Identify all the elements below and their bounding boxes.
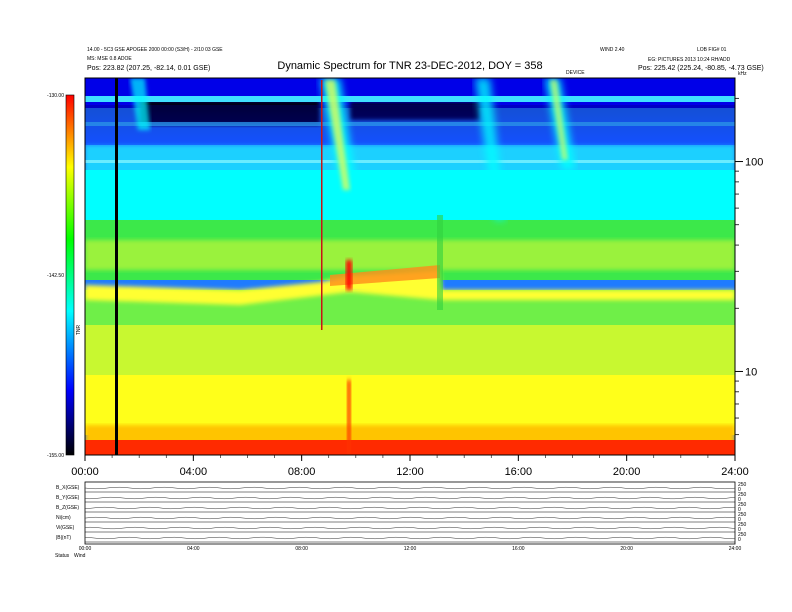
cyan-line-top bbox=[85, 96, 735, 102]
parameter-time-tick: 20:00 bbox=[620, 546, 633, 552]
step-edge bbox=[437, 215, 443, 310]
red-spike-low bbox=[347, 380, 351, 455]
parameter-row-label: B_X(GSE) bbox=[56, 485, 80, 491]
header-left-line-3: Pos: 223.82 (207.25, -82.14, 0.01 GSE) bbox=[87, 65, 210, 72]
cyan-line-lower bbox=[85, 160, 735, 163]
colorbar bbox=[65, 94, 75, 456]
parameter-row-label: |B|(nT) bbox=[56, 535, 71, 541]
parameter-right-tick: 250 bbox=[738, 502, 747, 508]
x-time-axis: 00:00 04:00 08:00 12:00 16:00 20:00 24:00 bbox=[71, 455, 749, 478]
parameter-time-tick: 24:00 bbox=[729, 546, 742, 552]
x-axis-tick-label: 12:00 bbox=[396, 466, 424, 478]
cyan-core-band bbox=[85, 170, 735, 220]
header-left-line-1: 14.00 - 5C3 GSE APOGEE 2000 00:00 (S3/H)… bbox=[87, 47, 223, 53]
parameter-trace bbox=[84, 486, 736, 490]
parameter-row-label: Ni(cm) bbox=[56, 515, 71, 521]
orange-ridge bbox=[330, 265, 440, 286]
parameter-right-tick: 250 bbox=[738, 482, 747, 488]
parameter-right-tick: 250 bbox=[738, 492, 747, 498]
parameter-right-tick: 250 bbox=[738, 522, 747, 528]
parameter-trace bbox=[84, 536, 736, 540]
parameter-time-tick: 00:00 bbox=[79, 546, 92, 552]
parameter-trace bbox=[84, 506, 736, 510]
parameter-panel: B_X(GSE) B_Y(GSE) B_Z(GSE) Ni(cm) Vi(GSE) |B|… bbox=[56, 481, 747, 552]
parameter-time-tick: 04:00 bbox=[187, 546, 200, 552]
x-axis-tick-label: 24:00 bbox=[721, 466, 749, 478]
data-gap-line bbox=[115, 78, 118, 455]
parameter-row-label: Vi(GSE) bbox=[56, 525, 75, 531]
burst-streak-2 bbox=[475, 78, 505, 220]
right-frequency-axis: 100 10 bbox=[735, 97, 763, 436]
footer-wind-label: Wind bbox=[74, 553, 86, 559]
parameter-time-tick: 16:00 bbox=[512, 546, 525, 552]
spectrogram-plot bbox=[84, 77, 736, 456]
red-base-band bbox=[85, 440, 735, 455]
parameter-row-label: B_Z(GSE) bbox=[56, 505, 79, 511]
x-axis-tick-label: 04:00 bbox=[180, 466, 208, 478]
right-axis-tick-label: 100 bbox=[745, 157, 763, 169]
parameter-trace bbox=[84, 496, 736, 500]
burst-streak-3-core bbox=[550, 80, 568, 160]
parameter-right-tick: 0 bbox=[738, 517, 741, 523]
footer-status-label: Status bbox=[55, 553, 70, 559]
x-axis-tick-label: 00:00 bbox=[71, 466, 99, 478]
parameter-right-tick: 0 bbox=[738, 497, 741, 503]
parameter-right-tick: 0 bbox=[738, 537, 741, 543]
parameter-time-tick: 08:00 bbox=[295, 546, 308, 552]
colorbar-tick-top: -130.00 bbox=[47, 93, 64, 99]
header-right-line-2: LOB FIG# 01 bbox=[697, 47, 727, 53]
x-axis-tick-label: 08:00 bbox=[288, 466, 316, 478]
parameter-right-tick: 0 bbox=[738, 507, 741, 513]
chart-title: Dynamic Spectrum for TNR 23-DEC-2012, DO… bbox=[277, 60, 542, 72]
parameter-right-tick: 0 bbox=[738, 487, 741, 493]
red-spike bbox=[346, 260, 352, 290]
burst-streak-1-core bbox=[325, 80, 350, 190]
colorbar-tick-bottom: -155.00 bbox=[47, 453, 64, 459]
parameter-right-tick: 250 bbox=[738, 512, 747, 518]
header-right-line-3: EG: PICTURES 2013 10:24 RH/ADD bbox=[648, 57, 731, 63]
khz-label: kHz bbox=[738, 71, 747, 77]
colorbar-tick-middle: -142.50 bbox=[47, 273, 64, 279]
parameter-time-tick: 12:00 bbox=[404, 546, 417, 552]
red-vertical-line bbox=[321, 80, 323, 330]
parameter-row-label: B_Y(GSE) bbox=[56, 495, 80, 501]
header-left-line-2: MS: MSE 0.8 ADOE bbox=[87, 56, 132, 62]
x-axis-tick-label: 16:00 bbox=[505, 466, 533, 478]
yellow-green-band bbox=[85, 240, 735, 270]
parameter-right-tick: 250 bbox=[738, 532, 747, 538]
parameter-trace bbox=[84, 526, 736, 530]
header-right-line-4: Pos: 225.42 (225.24, -80.85, -4.73 GSE) bbox=[638, 65, 764, 72]
yellow-ridge bbox=[85, 270, 735, 305]
header-right-line-1: WIND 2.40 bbox=[600, 47, 625, 53]
x-axis-tick-label: 20:00 bbox=[613, 466, 641, 478]
device-label: DEVICE bbox=[566, 70, 585, 76]
colorbar-label: TNR bbox=[76, 324, 82, 335]
parameter-panel-frame bbox=[84, 481, 736, 545]
parameter-right-tick: 0 bbox=[738, 527, 741, 533]
parameter-trace bbox=[84, 516, 736, 520]
burst-streak-4 bbox=[130, 78, 150, 130]
right-axis-tick-label: 10 bbox=[745, 366, 757, 378]
blue-shade bbox=[85, 105, 735, 145]
